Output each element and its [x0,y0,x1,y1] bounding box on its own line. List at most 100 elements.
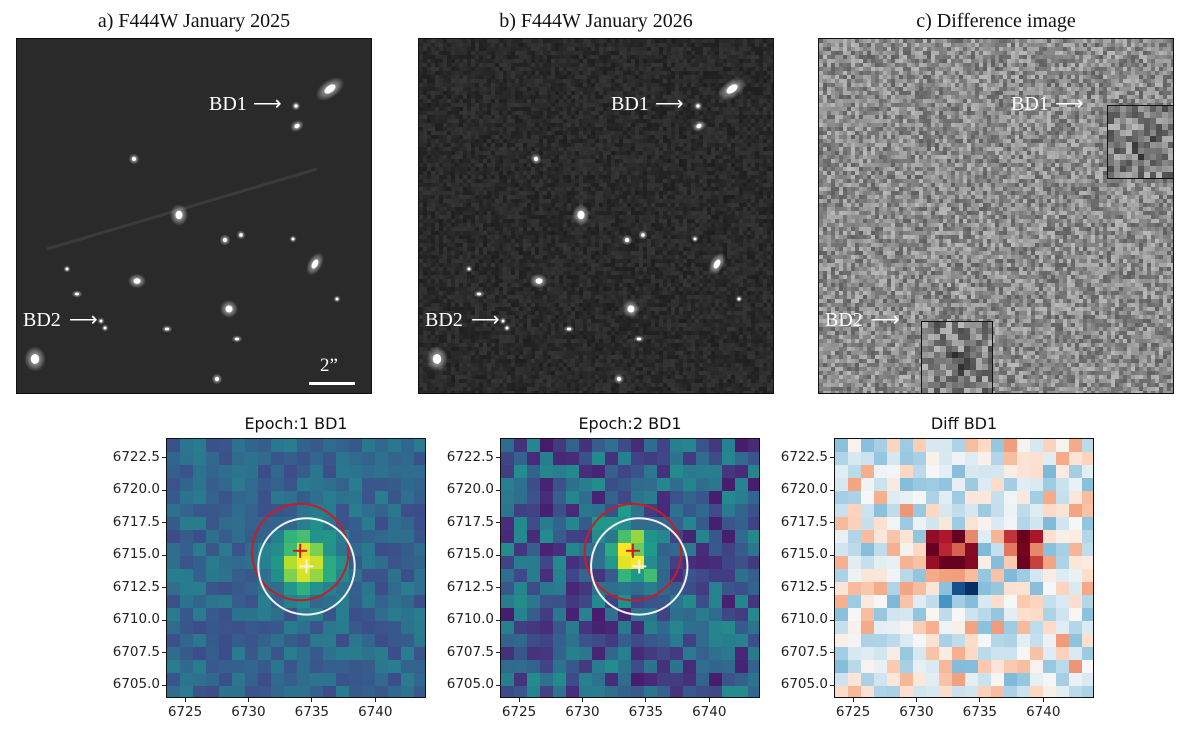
heatmap-cell [180,595,194,609]
heatmap-cell [553,621,567,635]
heatmap-cell [605,647,619,661]
heatmap-cell [848,478,862,492]
heatmap-cell [540,530,554,544]
heatmap-cell [644,621,658,635]
heatmap-cell [167,595,181,609]
heatmap-cell [939,595,953,609]
heatmap-cell [696,556,710,570]
heatmap-cell [978,673,992,687]
heatmap-cell [514,543,528,557]
heatmap-cell [349,478,363,492]
heatmap-cell [696,491,710,505]
heatmap-cell [722,660,736,674]
heatmap-cell [709,647,723,661]
heatmap-cell [670,439,684,453]
heatmap-cell [206,634,220,648]
heatmap-cell [284,530,298,544]
heatmap-cell [167,569,181,583]
heatmap-cell [180,647,194,661]
heatmap-cell [579,621,593,635]
heatmap-cell [861,504,875,518]
heatmap-cell [978,660,992,674]
heatmap-cell [566,660,580,674]
heatmap-cell [861,686,875,697]
y-tick-mark [496,457,500,458]
x-tick-label: 6740 [358,704,393,720]
heatmap-cell [553,465,567,479]
heatmap-cell [388,530,402,544]
heatmap-cell [323,634,337,648]
heatmap-cell [657,530,671,544]
heatmap-cell [913,647,927,661]
heatmap-cell [180,478,194,492]
heatmap-cell [1082,634,1093,648]
heatmap-cell [861,660,875,674]
heatmap-cell [900,465,914,479]
heatmap-cell [284,634,298,648]
heatmap-cell [965,491,979,505]
heatmap-cell [683,478,697,492]
heatmap-cell [1082,504,1093,518]
heatmap-cell [861,452,875,466]
heatmap-cell [362,556,376,570]
heatmap-cell [401,465,415,479]
heatmap-cell [900,491,914,505]
heatmap-cell [605,556,619,570]
heatmap-cell [939,582,953,596]
heatmap-cell [1082,517,1093,531]
heatmap-cell [336,673,350,687]
heatmap-cell [323,647,337,661]
heatmap-cell [605,439,619,453]
heatmap-cell [540,673,554,687]
galaxy-core [501,319,505,323]
galaxy-core [133,278,141,284]
heatmap-cell [388,660,402,674]
heatmap-cell [258,621,272,635]
bd2-inset [921,321,993,393]
heatmap-cell [848,556,862,570]
heatmap-cell [167,517,181,531]
heatmap-cell [1082,608,1093,622]
heatmap-cell [605,673,619,687]
heatmap-cell [1056,556,1070,570]
heatmap-cell [657,595,671,609]
heatmap-cell [991,634,1005,648]
heatmap-cell [258,686,272,697]
heatmap-cell [1017,439,1031,453]
heatmap-cell [618,569,632,583]
heatmap-cell [952,608,966,622]
heatmap-cell [501,530,515,544]
y-tick-label: 6717.5 [780,513,828,530]
heatmap-cell [926,673,940,687]
heatmap-cell [297,673,311,687]
heatmap-cell [180,530,194,544]
heatmap-cell [991,491,1005,505]
heatmap-cell [167,504,181,518]
heatmap-cell [887,452,901,466]
heatmap-cell [861,569,875,583]
heatmap-cell [709,569,723,583]
heatmap-cell [1017,465,1031,479]
heatmap-cell [644,504,658,518]
heatmap-cell [501,439,515,453]
heatmap-cell [952,556,966,570]
heatmap-cell [1030,595,1044,609]
heatmap-cell [848,504,862,518]
heatmap-cell [1017,556,1031,570]
heatmap-cell [206,647,220,661]
heatmap-cell [887,621,901,635]
heatmap-cell [978,504,992,518]
heatmap-cell [310,491,324,505]
heatmap-cell [913,660,927,674]
heatmap-cell [709,582,723,596]
heatmap-cell [835,504,849,518]
heatmap-cell [644,465,658,479]
heatmap-cell [722,543,736,557]
heatmap-cell [670,478,684,492]
heatmap-cell [900,439,914,453]
galaxy-core [713,259,721,269]
heatmap-cell [219,660,233,674]
heatmap-cell [414,491,425,505]
heatmap-cell [579,608,593,622]
heatmap-cell [939,556,953,570]
